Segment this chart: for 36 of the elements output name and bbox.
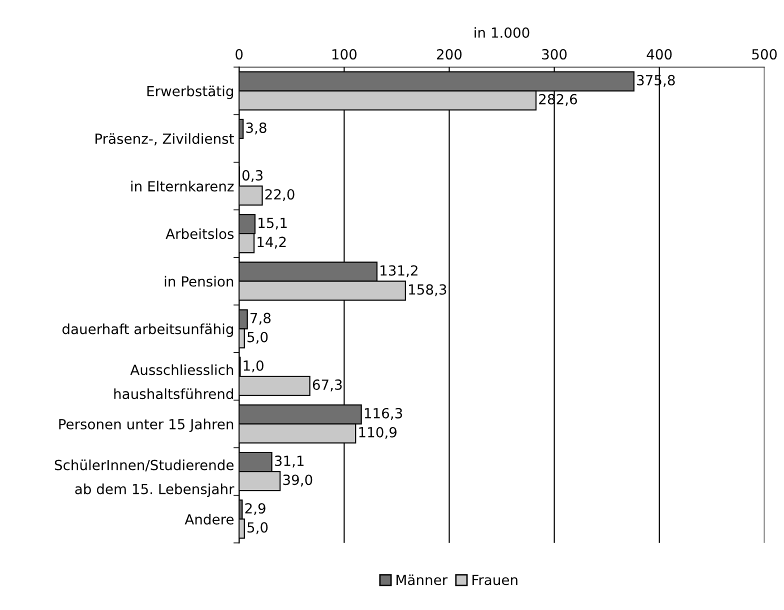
data-label: 5,0	[248, 522, 268, 534]
data-label: 110,9	[359, 426, 397, 439]
x-tick-label: 300	[542, 49, 567, 60]
y-tick-label: Erwerbstätig	[147, 86, 233, 100]
y-tick-label: SchülerInnen/Studierende ab dem 15. Lebensjahr	[54, 460, 234, 497]
data-label: 22,0	[265, 189, 294, 202]
x-tick-label: 200	[436, 49, 462, 60]
y-tick-label: Andere	[184, 514, 234, 525]
y-tick-label: Arbeitslos	[166, 228, 234, 240]
data-label: 39,0	[283, 474, 312, 486]
data-label: 14,2	[258, 236, 286, 249]
data-label: 5,0	[248, 332, 268, 344]
data-label: 15,1	[258, 218, 287, 230]
data-label: 67,3	[312, 379, 342, 392]
data-label: 7,8	[250, 312, 271, 325]
y-tick-label: in Elternkarenz	[131, 180, 234, 192]
x-tick-label: 500	[752, 49, 777, 60]
data-label: 158,3	[409, 284, 446, 296]
x-tick-label: 100	[332, 49, 357, 60]
y-tick-label: Ausschliesslich haushaltsführend	[114, 364, 234, 400]
x-tick-label: 400	[646, 49, 672, 60]
y-tick-label: in Pension	[164, 276, 234, 287]
legend-label: Frauen	[472, 574, 518, 586]
data-label: 0,3	[242, 170, 263, 182]
data-label: 131,2	[380, 265, 418, 278]
y-tick-label: Personen unter 15 Jahren	[59, 418, 234, 432]
data-label: 116,3	[364, 408, 402, 420]
data-label: 2,9	[245, 503, 266, 516]
x-axis-title: in 1.000	[474, 27, 530, 38]
data-label: 31,1	[274, 456, 304, 468]
legend-label: Männer	[396, 574, 448, 586]
y-tick-label: dauerhaft arbeitsunfähig	[62, 324, 233, 337]
x-tick-label: 0	[236, 49, 243, 60]
y-tick-label: Präsenz-, Zivildienst	[96, 133, 234, 146]
data-label: 1,0	[244, 360, 264, 372]
data-label: 3,8	[246, 122, 266, 134]
